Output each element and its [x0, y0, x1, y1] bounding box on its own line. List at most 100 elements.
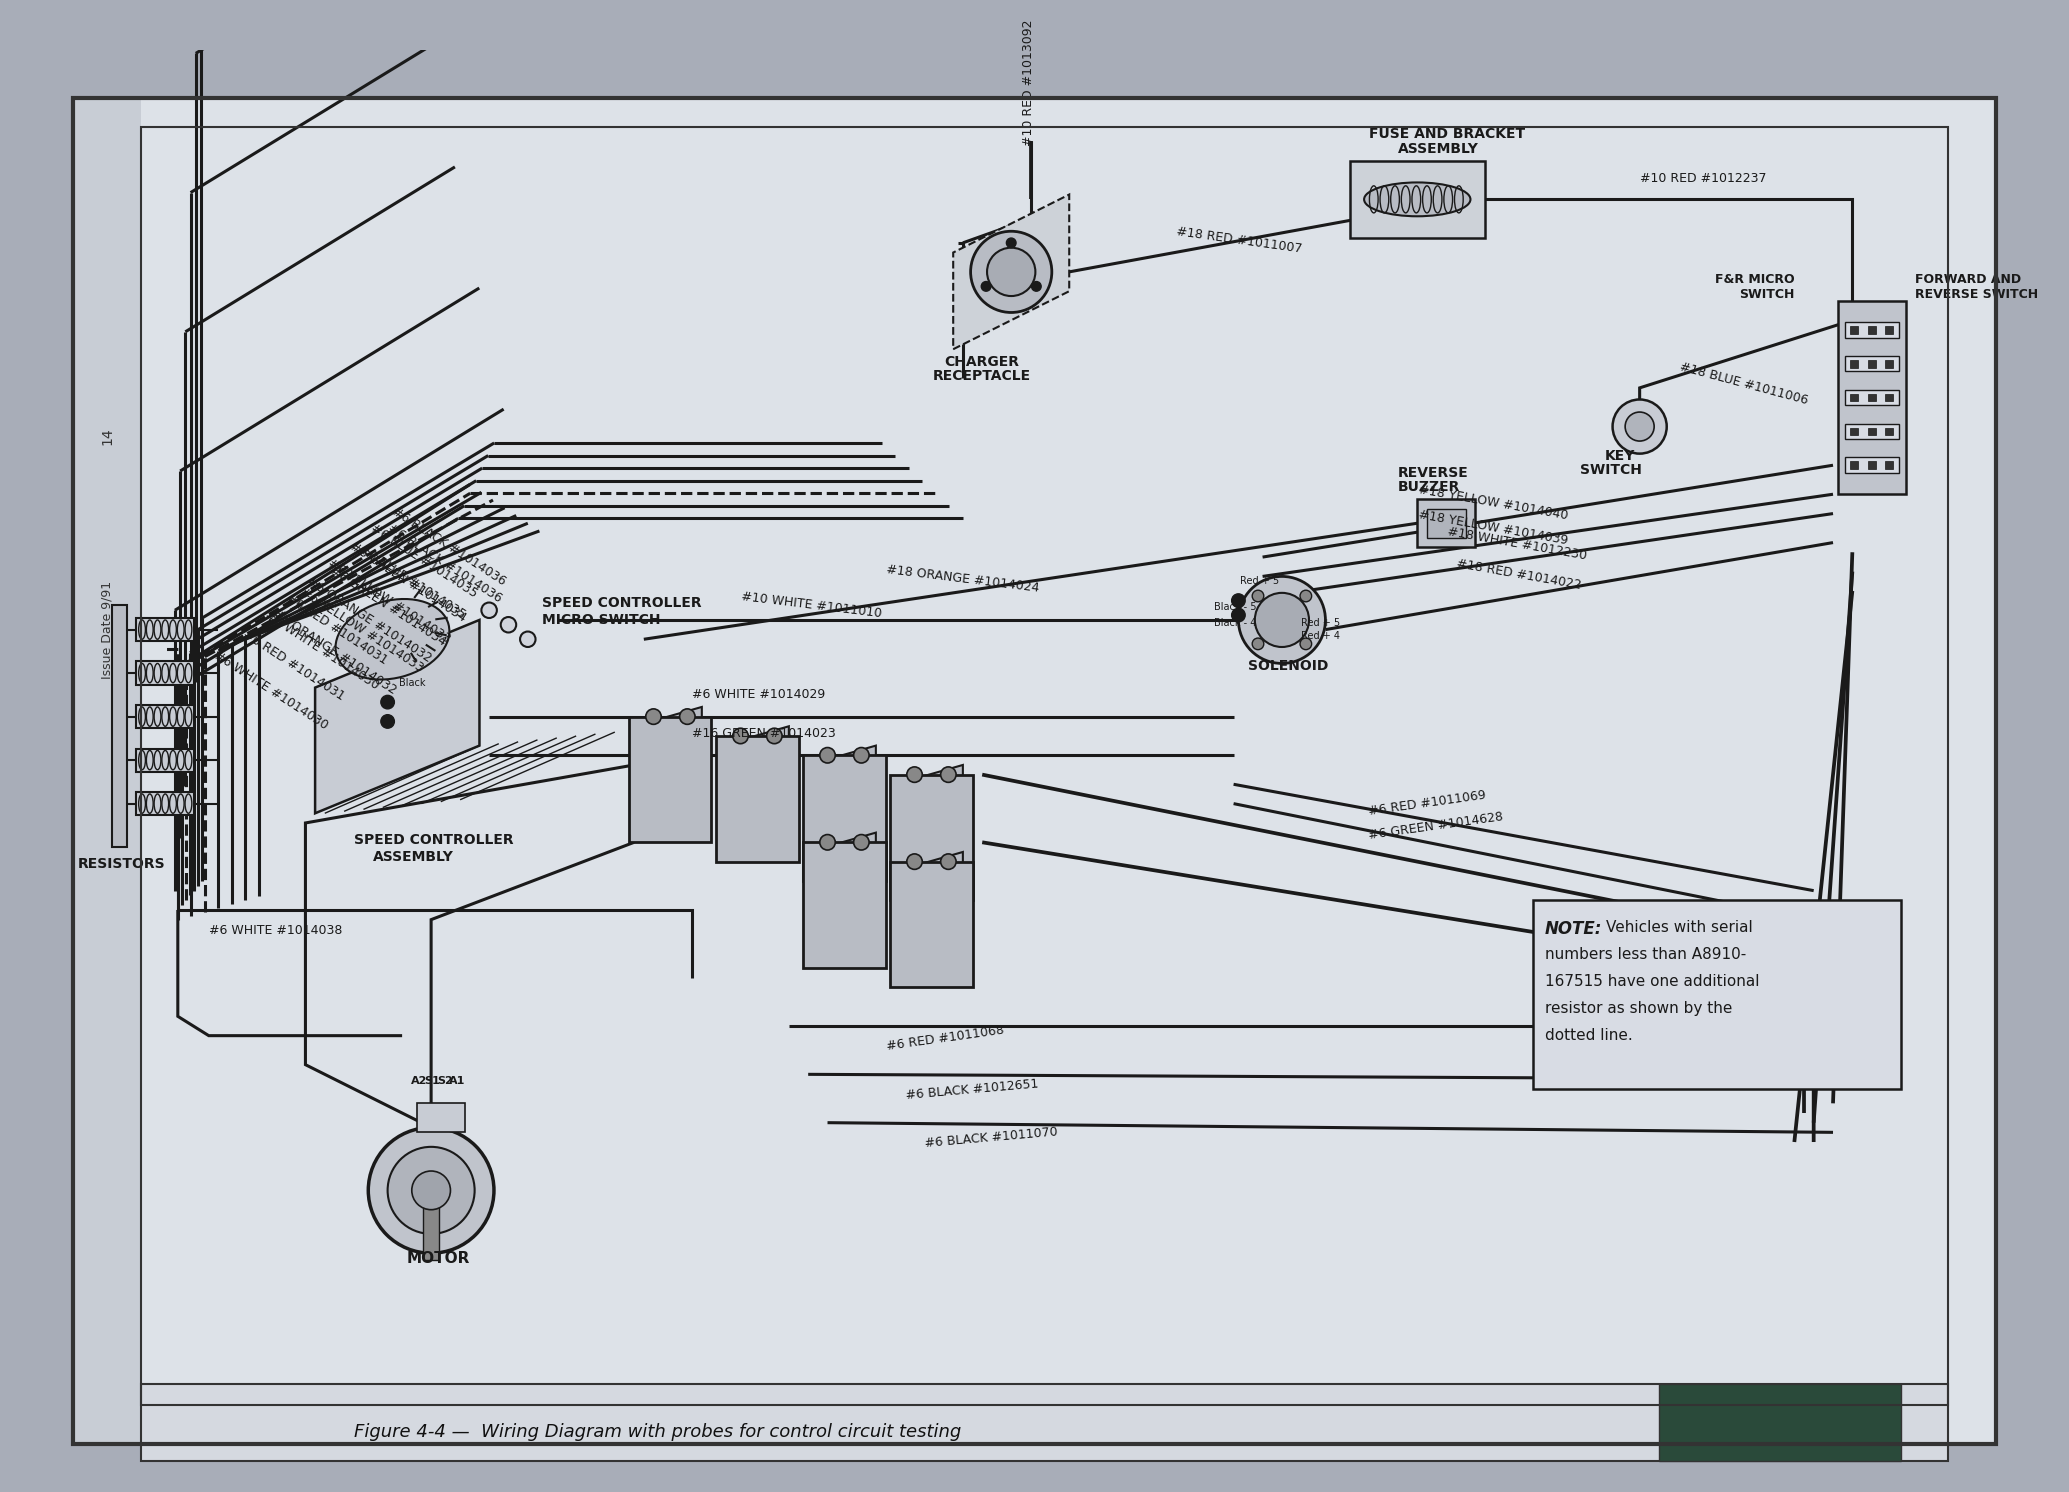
Text: Red + 4: Red + 4	[1301, 631, 1341, 642]
Bar	[629, 716, 712, 843]
Circle shape	[906, 853, 923, 870]
Text: Black: Black	[399, 677, 426, 688]
Bar	[1846, 389, 1899, 406]
Circle shape	[1612, 400, 1668, 454]
Polygon shape	[896, 785, 962, 891]
Bar	[1885, 360, 1893, 367]
Bar	[137, 792, 194, 815]
Bar	[137, 706, 194, 728]
Ellipse shape	[1363, 182, 1471, 216]
Text: MICRO SWITCH: MICRO SWITCH	[542, 613, 660, 627]
Bar	[1868, 394, 1877, 401]
Text: #6 BLACK #1012651: #6 BLACK #1012651	[904, 1077, 1039, 1101]
Text: #16 GREEN #1014023: #16 GREEN #1014023	[693, 727, 836, 740]
Polygon shape	[722, 727, 788, 765]
Text: #6 WHITE #1014029: #6 WHITE #1014029	[693, 688, 826, 701]
Circle shape	[768, 728, 782, 743]
Bar	[72, 98, 141, 1444]
Polygon shape	[896, 852, 962, 891]
Text: #6 GREEN #1014034: #6 GREEN #1014034	[348, 540, 468, 624]
Circle shape	[1032, 282, 1041, 291]
Circle shape	[412, 1171, 451, 1210]
Bar	[716, 736, 799, 862]
Text: numbers less than A8910-: numbers less than A8910-	[1546, 947, 1746, 962]
Text: FUSE AND BRACKET: FUSE AND BRACKET	[1370, 127, 1525, 142]
Bar	[1533, 900, 1901, 1089]
Polygon shape	[635, 707, 701, 746]
Text: #6 RED #1011068: #6 RED #1011068	[886, 1024, 1006, 1053]
Circle shape	[646, 709, 662, 724]
Text: #18 YELLOW #1014040: #18 YELLOW #1014040	[1417, 483, 1568, 522]
Text: dotted line.: dotted line.	[1546, 1028, 1632, 1043]
Polygon shape	[896, 765, 962, 804]
Text: SPEED CONTROLLER: SPEED CONTROLLER	[354, 833, 513, 847]
Circle shape	[819, 747, 836, 762]
Bar	[890, 774, 972, 900]
Bar	[1885, 428, 1893, 436]
Text: #18 RED #1011007: #18 RED #1011007	[1175, 225, 1303, 255]
Text: S1: S1	[424, 1076, 441, 1086]
Bar	[1868, 360, 1877, 367]
Bar	[1850, 428, 1858, 436]
Bar	[112, 606, 126, 847]
Circle shape	[679, 709, 695, 724]
Polygon shape	[635, 727, 701, 833]
Text: #6 GREEN #1014034: #6 GREEN #1014034	[327, 564, 449, 649]
Text: A2: A2	[412, 1076, 428, 1086]
Text: 167515 have one additional: 167515 have one additional	[1546, 974, 1759, 989]
Bar	[137, 749, 194, 771]
Bar	[1846, 357, 1899, 372]
Bar	[1850, 394, 1858, 401]
Circle shape	[906, 767, 923, 782]
Circle shape	[381, 695, 395, 709]
Text: MOTOR: MOTOR	[408, 1250, 470, 1265]
Text: resistor as shown by the: resistor as shown by the	[1546, 1001, 1732, 1016]
Circle shape	[501, 618, 515, 633]
Bar	[1885, 461, 1893, 468]
Text: REVERSE SWITCH: REVERSE SWITCH	[1916, 288, 2038, 301]
Circle shape	[482, 603, 497, 618]
Text: #6 BLUE #1014035: #6 BLUE #1014035	[356, 543, 468, 621]
Text: #6 WHITE #1014038: #6 WHITE #1014038	[209, 925, 341, 937]
Bar	[1850, 461, 1858, 468]
Text: Figure 4-4 —  Wiring Diagram with probes for control circuit testing: Figure 4-4 — Wiring Diagram with probes …	[354, 1423, 960, 1441]
Text: #6 BLACK #1011070: #6 BLACK #1011070	[925, 1125, 1059, 1150]
Circle shape	[1239, 576, 1326, 664]
Circle shape	[854, 834, 869, 850]
Bar	[803, 843, 886, 968]
Circle shape	[381, 715, 395, 728]
Circle shape	[387, 1147, 474, 1234]
Polygon shape	[809, 746, 875, 785]
Bar	[1885, 327, 1893, 334]
Bar	[890, 862, 972, 988]
Circle shape	[1231, 609, 1246, 622]
Circle shape	[970, 231, 1051, 312]
Text: RECEPTACLE: RECEPTACLE	[933, 369, 1030, 383]
Bar	[137, 618, 194, 642]
Circle shape	[981, 282, 991, 291]
Circle shape	[1299, 639, 1312, 649]
Text: Vehicles with serial: Vehicles with serial	[1606, 919, 1752, 934]
Bar	[1659, 1383, 1901, 1461]
Bar	[803, 755, 886, 880]
Text: #6 RED #1014031: #6 RED #1014031	[240, 628, 348, 703]
Bar	[137, 661, 194, 685]
Text: #18 YELLOW #1014039: #18 YELLOW #1014039	[1417, 509, 1568, 548]
Bar	[1417, 498, 1475, 548]
Text: Red + 5: Red + 5	[1301, 618, 1341, 628]
Circle shape	[1299, 591, 1312, 601]
Text: #6 ORANGE #1014032: #6 ORANGE #1014032	[269, 606, 399, 697]
Bar	[141, 127, 1949, 1405]
Bar	[1349, 161, 1486, 239]
Text: REVERSE: REVERSE	[1399, 466, 1469, 480]
Bar	[424, 1183, 439, 1259]
Circle shape	[854, 747, 869, 762]
Text: BUZZER: BUZZER	[1399, 480, 1461, 494]
Bar	[141, 1383, 1949, 1461]
Text: CHARGER: CHARGER	[946, 355, 1020, 369]
Circle shape	[941, 853, 956, 870]
Polygon shape	[809, 765, 875, 871]
Text: RESISTORS: RESISTORS	[79, 858, 166, 871]
Text: #6 YELLOW #1014033: #6 YELLOW #1014033	[298, 585, 426, 674]
Text: FORWARD AND: FORWARD AND	[1916, 273, 2021, 286]
